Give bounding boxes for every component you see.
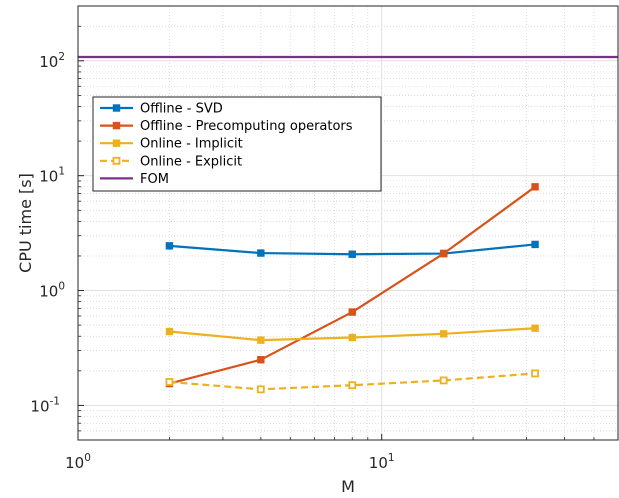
- data-point-marker: [439, 376, 448, 385]
- legend-label: Offline - Precomputing operators: [140, 119, 353, 134]
- y-tick-label: 100: [39, 281, 65, 301]
- legend-label: FOM: [140, 172, 169, 187]
- x-tick-label: 101: [369, 452, 395, 472]
- y-tick-exponent: 2: [58, 51, 65, 63]
- minor-grid: [78, 6, 618, 440]
- x-tick-label: 100: [65, 452, 91, 472]
- data-point-marker: [112, 121, 121, 130]
- data-point-marker: [165, 378, 174, 386]
- legend-box: [92, 96, 382, 192]
- y-tick-exponent: 1: [58, 166, 65, 178]
- y-tick-label: 101: [39, 166, 65, 186]
- data-point-marker: [112, 156, 121, 165]
- x-tick-labels: 100 101: [65, 452, 394, 472]
- series-layer: [78, 55, 618, 394]
- data-point-marker: [439, 249, 448, 258]
- legend-entry: FOM: [100, 172, 169, 187]
- legend-label: Online - Explicit: [140, 154, 242, 169]
- y-axis-label: CPU time [s]: [16, 173, 35, 273]
- data-point-marker: [348, 308, 356, 316]
- data-point-marker: [348, 381, 357, 390]
- data-point-marker: [112, 139, 121, 147]
- data-point-marker: [257, 336, 265, 344]
- data-point-marker: [256, 385, 265, 394]
- data-point-marker: [531, 183, 539, 191]
- y-tick-label: 102: [39, 51, 65, 71]
- data-point-marker: [112, 104, 121, 112]
- data-point-marker: [531, 324, 539, 332]
- legend-label: Offline - SVD: [140, 102, 223, 117]
- legend-entry: Offline - SVD: [100, 102, 223, 117]
- data-point-marker: [348, 250, 356, 258]
- plot-frame: [77, 5, 619, 441]
- data-point-marker: [531, 240, 539, 249]
- x-tick-exponent: 1: [388, 452, 395, 464]
- x-tick-exponent: 0: [84, 452, 91, 464]
- data-point-marker: [257, 356, 265, 364]
- y-tick-exponent: -1: [50, 395, 60, 407]
- data-point-marker: [439, 330, 448, 338]
- series-line: [169, 372, 536, 391]
- legend-entry: Online - Explicit: [100, 154, 242, 169]
- legend-entry: Online - Implicit: [100, 137, 243, 152]
- data-point-marker: [165, 242, 174, 250]
- data-point-marker: [348, 333, 356, 342]
- legend-entry: Offline - Precomputing operators: [100, 119, 353, 134]
- legend: Offline - SVD Offline - Precomputing oper…: [92, 96, 382, 192]
- series-4: [165, 369, 539, 394]
- series-3: [165, 324, 539, 344]
- data-point-marker: [531, 369, 539, 378]
- data-point-marker: [165, 327, 174, 336]
- legend-label: Online - Implicit: [140, 137, 243, 152]
- y-tick-exponent: 0: [58, 281, 65, 293]
- tick-marks: [77, 25, 595, 440]
- x-axis-label: M: [341, 477, 355, 496]
- data-point-marker: [257, 249, 265, 257]
- y-tick-label: 10-1: [30, 395, 60, 415]
